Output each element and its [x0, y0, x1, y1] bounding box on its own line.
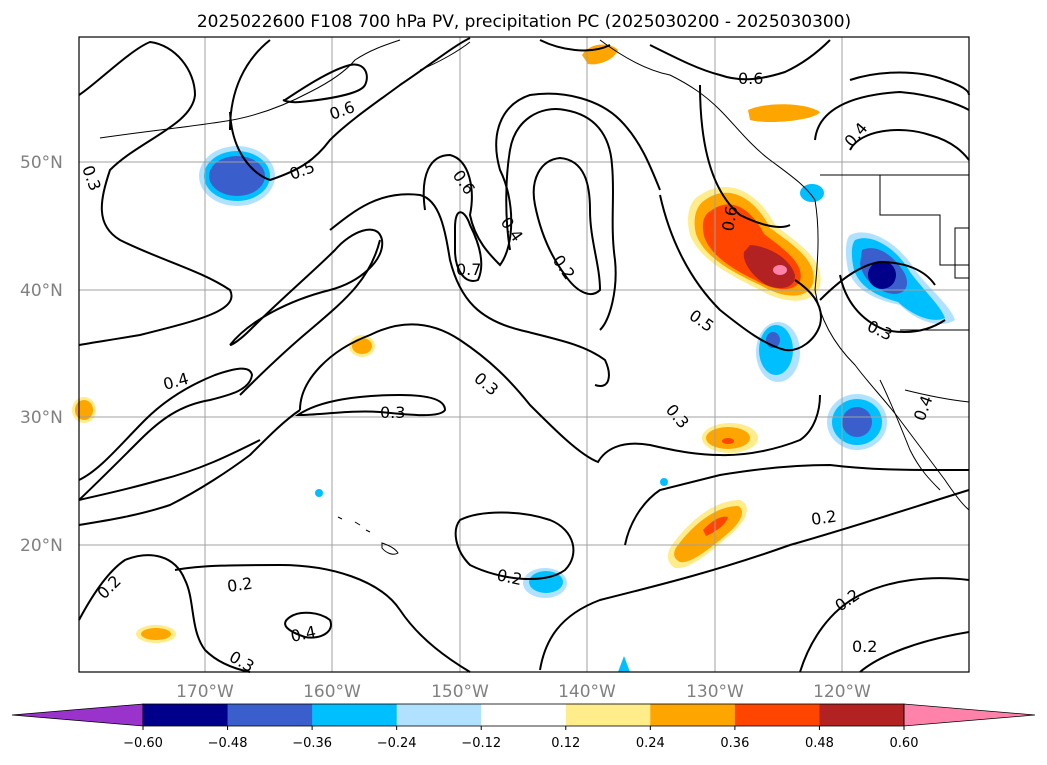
colorbar-tick-label: −0.48: [208, 736, 248, 751]
colorbar-segment: [650, 704, 736, 726]
lat-labels: 50°N 40°N 30°N 20°N: [20, 153, 63, 556]
colorbar-frame: [142, 703, 905, 727]
map-area: [79, 37, 969, 672]
colorbar-segment: [143, 704, 229, 726]
lon-label: 160°W: [303, 682, 361, 702]
lat-label: 50°N: [20, 153, 63, 173]
contour-label: 0.6: [718, 204, 741, 232]
colorbar-extend-high: [903, 703, 1036, 727]
colorbar-extend-low: [11, 703, 144, 727]
colorbar-tick-label: 0.48: [805, 736, 834, 751]
lon-label: 120°W: [813, 682, 871, 702]
contour-label: 0.2: [852, 637, 877, 656]
graticule: [79, 37, 969, 672]
colorbar-tick-label: −0.60: [123, 736, 163, 751]
precip-shading: [72, 44, 955, 672]
lat-label: 20°N: [20, 536, 63, 556]
lon-label: 130°W: [686, 682, 744, 702]
colorbar-tick-label: 0.24: [636, 736, 665, 751]
map-frame: [78, 36, 970, 673]
lat-label: 30°N: [20, 408, 63, 428]
colorbar-segment: [734, 704, 820, 726]
contour-label: 0.6: [738, 69, 763, 88]
contour-label: 0.4: [289, 622, 318, 646]
pv-contours: [78, 37, 970, 673]
colorbar-tick-label: −0.12: [461, 736, 501, 751]
colorbar-segment: [565, 704, 651, 726]
lon-label: 150°W: [431, 682, 489, 702]
lat-label: 40°N: [20, 281, 63, 301]
colorbar-segment: [227, 704, 313, 726]
coastlines: [99, 39, 970, 555]
colorbar-tick-label: 0.36: [720, 736, 749, 751]
contour-label: 0.2: [226, 574, 254, 596]
contour-label: 0.7: [456, 260, 481, 279]
colorbar-segment: [819, 704, 905, 726]
colorbar-segment: [481, 704, 567, 726]
colorbar-segment: [312, 704, 398, 726]
map-title: 2025022600 F108 700 hPa PV, precipitatio…: [197, 12, 851, 32]
contour-labels: 0.3 0.6 0.5 0.6 0.4 0.7 0.2 0.6 0.5 0.6 …: [78, 69, 936, 676]
colorbar-tick-label: 0.60: [890, 736, 919, 751]
colorbar-tick-label: −0.36: [292, 736, 332, 751]
contour-label: 0.2: [810, 507, 838, 529]
colorbar-tick-label: 0.12: [551, 736, 580, 751]
contour-label: 0.3: [380, 403, 405, 422]
colorbar: −0.60 −0.48 −0.36 −0.24 −0.12 0.12 0.24 0.36 0.4…: [11, 703, 1036, 751]
colorbar-segment: [396, 704, 482, 726]
contour-label: 0.2: [495, 565, 524, 589]
colorbar-tick-label: −0.24: [377, 736, 417, 751]
lon-labels: 170°W 160°W 150°W 140°W 130°W 120°W: [176, 682, 871, 702]
lon-label: 170°W: [176, 682, 234, 702]
lon-label: 140°W: [558, 682, 616, 702]
